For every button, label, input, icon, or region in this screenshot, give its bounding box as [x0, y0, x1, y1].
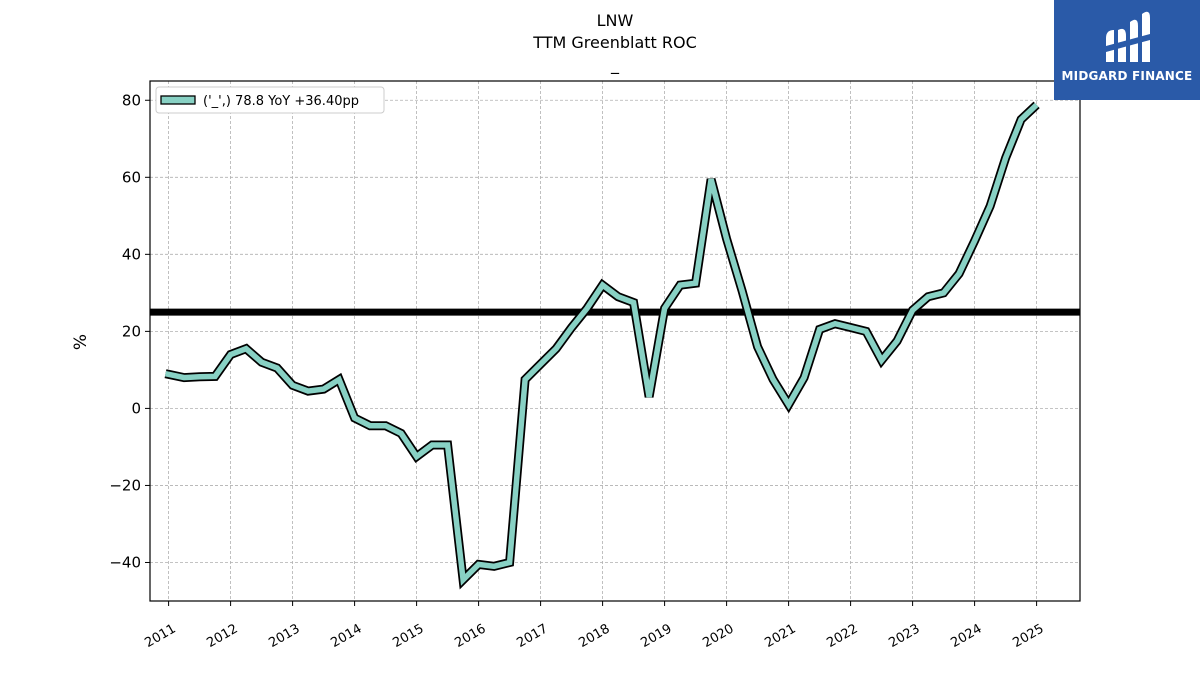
y-tick-label: 80 — [122, 91, 141, 109]
series-line — [164, 102, 1039, 586]
x-tick-label: 2017 — [514, 621, 550, 651]
logo-mark-icon — [1106, 11, 1150, 62]
x-tick-label: 2011 — [142, 621, 178, 651]
x-tick-label: 2018 — [576, 621, 612, 651]
x-tick-label: 2019 — [638, 621, 674, 651]
y-tick-label: 40 — [122, 245, 141, 263]
x-tick-label: 2016 — [452, 621, 488, 651]
legend-swatch — [160, 95, 196, 105]
y-tick-label: 0 — [131, 399, 141, 417]
x-tick-label: 2013 — [266, 621, 302, 651]
x-tick-label: 2015 — [390, 621, 426, 651]
x-tick-label: 2023 — [886, 621, 922, 651]
y-tick-label: −20 — [109, 476, 141, 494]
logo-text: MIDGARD FINANCE — [1061, 69, 1193, 83]
x-tick-label: 2020 — [700, 621, 736, 651]
chart-title-line-3: _ — [610, 55, 620, 75]
legend: ('_',) 78.8 YoY +36.40pp — [155, 86, 385, 114]
x-tick-label: 2014 — [328, 621, 364, 651]
x-tick-label: 2022 — [824, 621, 860, 651]
y-tick-label: −40 — [109, 553, 141, 571]
y-tick-label: 20 — [122, 322, 141, 340]
x-tick-label: 2024 — [948, 621, 984, 651]
series-layer — [164, 101, 1040, 590]
chart-title-line-2: TTM Greenblatt ROC — [532, 33, 697, 52]
chart-title-line-1: LNW — [597, 11, 634, 30]
plot-frame — [149, 80, 1081, 602]
chart-title: LNW TTM Greenblatt ROC _ — [532, 11, 697, 75]
series-line-outline — [164, 101, 1040, 590]
y-tick-label: 60 — [122, 168, 141, 186]
y-axis-label: % — [71, 334, 91, 350]
x-tick-label: 2012 — [204, 621, 240, 651]
brand-logo: MIDGARD FINANCE — [1054, 0, 1200, 100]
y-axis-ticks: −40 −20 0 20 40 60 80 — [109, 91, 150, 571]
x-tick-label: 2021 — [762, 621, 798, 651]
grid — [150, 81, 1080, 601]
legend-box — [155, 86, 385, 114]
x-axis-ticks: 2011 2012 2013 2014 2015 2016 2017 2018 2019 2020… — [142, 601, 1047, 651]
legend-label: ('_',) 78.8 YoY +36.40pp — [203, 94, 359, 109]
x-tick-label: 2025 — [1010, 621, 1046, 651]
